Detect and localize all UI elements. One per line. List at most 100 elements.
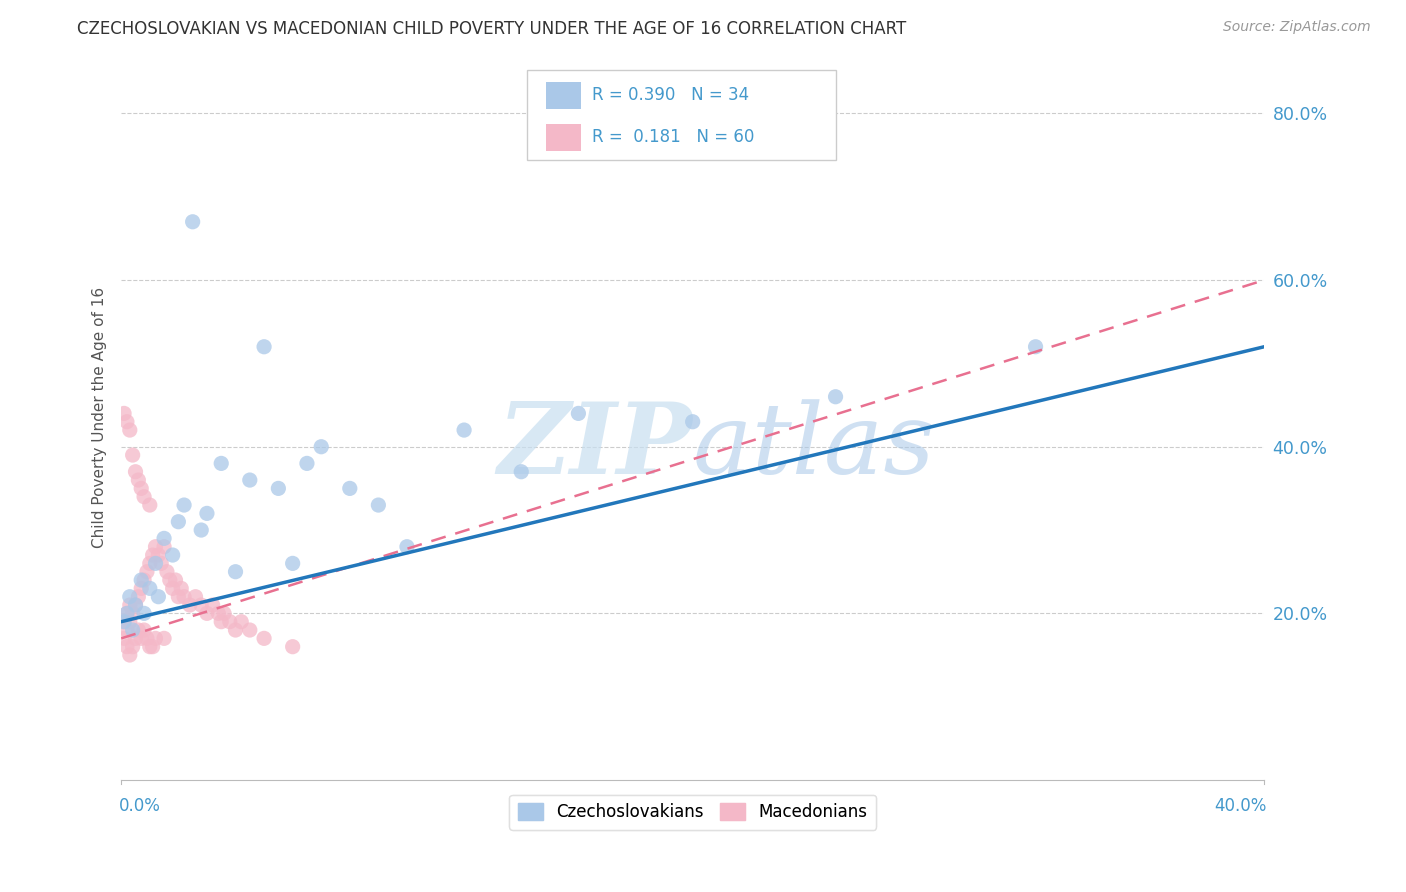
Point bbox=[209, 615, 232, 629]
Point bbox=[239, 623, 262, 637]
FancyBboxPatch shape bbox=[527, 70, 835, 161]
Point bbox=[281, 557, 304, 571]
Point bbox=[207, 607, 229, 621]
Point bbox=[209, 457, 232, 471]
Point bbox=[190, 523, 212, 537]
Point bbox=[195, 607, 218, 621]
Point bbox=[682, 415, 704, 429]
Point bbox=[225, 565, 247, 579]
Point bbox=[201, 598, 224, 612]
Point bbox=[112, 615, 135, 629]
Point bbox=[824, 390, 846, 404]
Point bbox=[129, 632, 152, 646]
Point bbox=[124, 598, 146, 612]
Point bbox=[395, 540, 418, 554]
Point bbox=[112, 406, 135, 420]
Point bbox=[127, 623, 149, 637]
Point bbox=[115, 623, 138, 637]
Point bbox=[121, 448, 143, 462]
Point bbox=[112, 615, 135, 629]
Point bbox=[148, 590, 170, 604]
Point bbox=[136, 632, 159, 646]
Point bbox=[218, 615, 240, 629]
Point bbox=[162, 548, 184, 562]
Point bbox=[142, 640, 165, 654]
Point bbox=[118, 615, 141, 629]
Point bbox=[159, 573, 181, 587]
Point bbox=[253, 632, 276, 646]
Point bbox=[190, 598, 212, 612]
Point bbox=[453, 423, 475, 437]
Text: R =  0.181   N = 60: R = 0.181 N = 60 bbox=[592, 128, 755, 145]
Point bbox=[173, 498, 195, 512]
Point bbox=[145, 632, 167, 646]
Point bbox=[212, 607, 235, 621]
Point bbox=[127, 590, 149, 604]
Point bbox=[121, 607, 143, 621]
Point bbox=[267, 482, 290, 496]
Text: Source: ZipAtlas.com: Source: ZipAtlas.com bbox=[1223, 20, 1371, 34]
Point bbox=[139, 498, 162, 512]
Legend: Czechoslovakians, Macedonians: Czechoslovakians, Macedonians bbox=[509, 795, 876, 830]
Point bbox=[139, 640, 162, 654]
Point bbox=[367, 498, 389, 512]
Point bbox=[115, 415, 138, 429]
Point bbox=[156, 565, 179, 579]
Text: ZIP: ZIP bbox=[498, 399, 693, 495]
Point bbox=[153, 540, 176, 554]
Point bbox=[167, 590, 190, 604]
Point bbox=[1025, 340, 1047, 354]
Point bbox=[136, 565, 159, 579]
Point bbox=[118, 648, 141, 662]
Point bbox=[124, 598, 146, 612]
Point bbox=[567, 406, 589, 420]
Point bbox=[170, 582, 193, 596]
Text: R = 0.390   N = 34: R = 0.390 N = 34 bbox=[592, 86, 749, 104]
Point bbox=[281, 640, 304, 654]
Point bbox=[167, 515, 190, 529]
Point bbox=[148, 548, 170, 562]
Point bbox=[115, 640, 138, 654]
Point bbox=[231, 615, 253, 629]
Point bbox=[129, 582, 152, 596]
Point bbox=[142, 548, 165, 562]
Point bbox=[153, 532, 176, 546]
Point bbox=[129, 482, 152, 496]
FancyBboxPatch shape bbox=[547, 81, 581, 109]
Point bbox=[115, 607, 138, 621]
Point bbox=[295, 457, 318, 471]
Point bbox=[124, 632, 146, 646]
Point bbox=[145, 540, 167, 554]
Point bbox=[124, 465, 146, 479]
Text: 40.0%: 40.0% bbox=[1215, 797, 1267, 814]
Point bbox=[139, 557, 162, 571]
Point bbox=[129, 573, 152, 587]
Point bbox=[139, 582, 162, 596]
Point bbox=[118, 598, 141, 612]
Point bbox=[112, 632, 135, 646]
Point bbox=[115, 607, 138, 621]
Point bbox=[162, 582, 184, 596]
Text: atlas: atlas bbox=[693, 399, 935, 494]
Point bbox=[253, 340, 276, 354]
Point bbox=[118, 590, 141, 604]
Point bbox=[121, 623, 143, 637]
Point bbox=[225, 623, 247, 637]
Point bbox=[184, 590, 207, 604]
Point bbox=[132, 490, 155, 504]
Point bbox=[339, 482, 361, 496]
Text: CZECHOSLOVAKIAN VS MACEDONIAN CHILD POVERTY UNDER THE AGE OF 16 CORRELATION CHAR: CZECHOSLOVAKIAN VS MACEDONIAN CHILD POVE… bbox=[77, 20, 907, 37]
Point bbox=[165, 573, 187, 587]
Point bbox=[121, 640, 143, 654]
Point bbox=[153, 632, 176, 646]
Point bbox=[510, 465, 533, 479]
Text: 0.0%: 0.0% bbox=[118, 797, 160, 814]
Y-axis label: Child Poverty Under the Age of 16: Child Poverty Under the Age of 16 bbox=[93, 287, 107, 549]
Point bbox=[195, 507, 218, 521]
FancyBboxPatch shape bbox=[547, 124, 581, 151]
Point bbox=[181, 215, 204, 229]
Point bbox=[132, 623, 155, 637]
Point bbox=[127, 473, 149, 487]
Point bbox=[173, 590, 195, 604]
Point bbox=[239, 473, 262, 487]
